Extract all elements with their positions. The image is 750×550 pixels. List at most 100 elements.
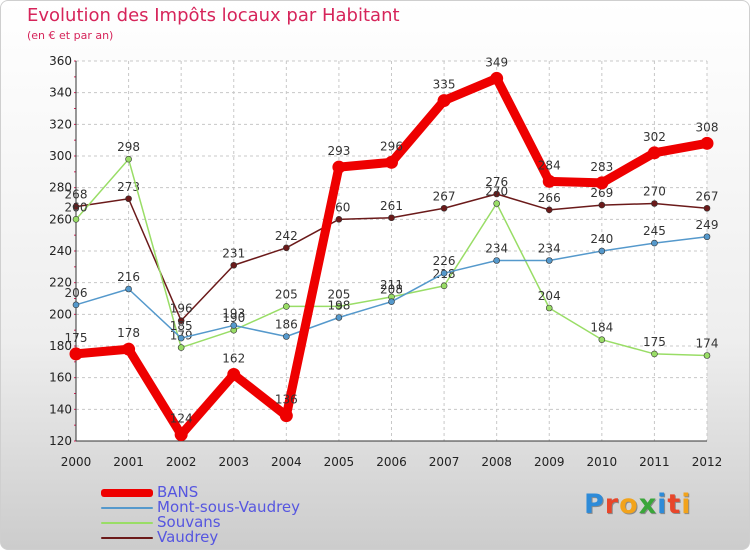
- data-label-vaudrey: 269: [590, 186, 613, 200]
- data-label-souvans: 190: [222, 311, 245, 325]
- data-point-mont-sous-vaudrey: [177, 334, 185, 342]
- data-point-mont-sous-vaudrey: [651, 239, 658, 247]
- data-label-souvans: 260: [65, 200, 88, 214]
- legend-label-souvans: Souvans: [157, 513, 221, 531]
- data-label-souvans: 211: [380, 278, 403, 292]
- data-label-bans: 175: [65, 331, 88, 345]
- x-tick-label: 2004: [271, 455, 302, 469]
- x-tick-label: 2005: [324, 455, 355, 469]
- data-label-vaudrey: 242: [275, 229, 298, 243]
- y-tick-label: 300: [49, 149, 72, 163]
- data-label-mont-sous-vaudrey: 186: [275, 318, 298, 332]
- data-point-bans: [542, 174, 556, 188]
- data-label-mont-sous-vaudrey: 206: [65, 286, 88, 300]
- data-label-mont-sous-vaudrey: 198: [327, 299, 350, 313]
- data-label-vaudrey: 267: [696, 189, 719, 203]
- logo-letter: P: [584, 489, 605, 520]
- y-tick-label: 160: [49, 371, 72, 385]
- x-tick-label: 2010: [587, 455, 618, 469]
- logo-letter: x: [638, 489, 658, 520]
- data-label-bans: 284: [538, 158, 561, 172]
- y-tick-label: 260: [49, 212, 72, 226]
- data-label-bans: 162: [222, 352, 245, 366]
- data-label-bans: 178: [117, 326, 140, 340]
- y-tick-label: 200: [49, 307, 72, 321]
- data-point-bans: [647, 146, 661, 160]
- data-label-bans: 124: [170, 412, 193, 426]
- data-point-souvans: [283, 303, 290, 310]
- data-label-vaudrey: 273: [117, 180, 140, 194]
- data-label-mont-sous-vaudrey: 249: [696, 218, 719, 232]
- data-point-bans: [227, 368, 241, 381]
- legend: BANS Mont-sous-Vaudrey Souvans Vaudrey: [101, 485, 300, 545]
- logo-letter: t: [667, 489, 682, 520]
- x-tick-label: 2008: [481, 455, 512, 469]
- data-point-bans: [490, 71, 504, 85]
- chart-title: Evolution des Impôts locaux par Habitant: [27, 5, 400, 26]
- data-point-souvans: [598, 336, 606, 343]
- data-label-bans: 349: [485, 55, 508, 69]
- data-point-bans: [122, 342, 136, 356]
- chart-subtitle: (en € et par an): [27, 29, 114, 42]
- legend-item-bans: BANS: [101, 485, 300, 500]
- data-point-vaudrey: [283, 244, 290, 252]
- data-label-vaudrey: 267: [433, 189, 456, 203]
- data-label-vaudrey: 266: [538, 191, 561, 205]
- data-label-souvans: 204: [538, 289, 561, 303]
- data-point-vaudrey: [335, 216, 343, 223]
- data-point-souvans: [545, 304, 553, 312]
- x-tick-label: 2003: [218, 455, 249, 469]
- legend-swatch-vaudrey: [101, 536, 153, 539]
- data-label-mont-sous-vaudrey: 240: [590, 232, 613, 246]
- data-point-vaudrey: [651, 200, 658, 207]
- x-tick-label: 2009: [534, 455, 565, 469]
- data-label-mont-sous-vaudrey: 234: [538, 242, 561, 256]
- data-point-vaudrey: [440, 204, 448, 212]
- logo-letter: o: [619, 489, 639, 520]
- data-point-vaudrey: [72, 203, 80, 210]
- data-label-souvans: 205: [275, 287, 298, 301]
- data-label-bans: 335: [433, 78, 456, 92]
- data-label-souvans: 175: [643, 335, 666, 349]
- data-label-souvans: 270: [485, 185, 508, 199]
- data-label-mont-sous-vaudrey: 234: [485, 242, 508, 256]
- y-tick-label: 120: [49, 434, 72, 448]
- x-tick-label: 2006: [376, 455, 407, 469]
- legend-swatch-bans: [101, 488, 153, 497]
- data-label-bans: 302: [643, 130, 666, 144]
- data-point-mont-sous-vaudrey: [440, 269, 448, 277]
- data-point-bans: [700, 136, 714, 150]
- data-point-souvans: [177, 344, 185, 351]
- data-point-bans: [437, 94, 451, 108]
- data-point-mont-sous-vaudrey: [335, 314, 343, 321]
- data-label-souvans: 205: [327, 287, 350, 301]
- x-tick-label: 2002: [166, 455, 197, 469]
- data-point-vaudrey: [598, 201, 606, 209]
- x-tick-label: 2007: [429, 455, 460, 469]
- data-label-bans: 308: [696, 120, 719, 134]
- data-label-bans: 296: [380, 139, 403, 153]
- data-point-souvans: [703, 352, 711, 359]
- data-point-souvans: [72, 216, 80, 223]
- y-tick-label: 220: [49, 276, 72, 290]
- data-label-mont-sous-vaudrey: 208: [380, 283, 403, 297]
- data-point-mont-sous-vaudrey: [283, 333, 290, 340]
- data-label-souvans: 174: [696, 337, 719, 351]
- data-label-bans: 293: [327, 144, 350, 158]
- data-point-mont-sous-vaudrey: [545, 257, 553, 264]
- data-point-bans: [385, 155, 398, 169]
- proxiti-logo: Proxiti: [584, 489, 692, 520]
- data-label-mont-sous-vaudrey: 193: [222, 306, 245, 320]
- data-label-mont-sous-vaudrey: 226: [433, 254, 456, 268]
- data-point-mont-sous-vaudrey: [703, 233, 711, 241]
- data-point-mont-sous-vaudrey: [72, 301, 80, 309]
- data-label-mont-sous-vaudrey: 185: [170, 319, 193, 333]
- y-tick-label: 140: [49, 402, 72, 416]
- data-point-bans: [332, 160, 346, 174]
- data-point-mont-sous-vaudrey: [493, 257, 500, 264]
- data-label-souvans: 184: [590, 321, 613, 335]
- data-label-vaudrey: 276: [485, 175, 508, 189]
- data-point-souvans: [651, 350, 658, 358]
